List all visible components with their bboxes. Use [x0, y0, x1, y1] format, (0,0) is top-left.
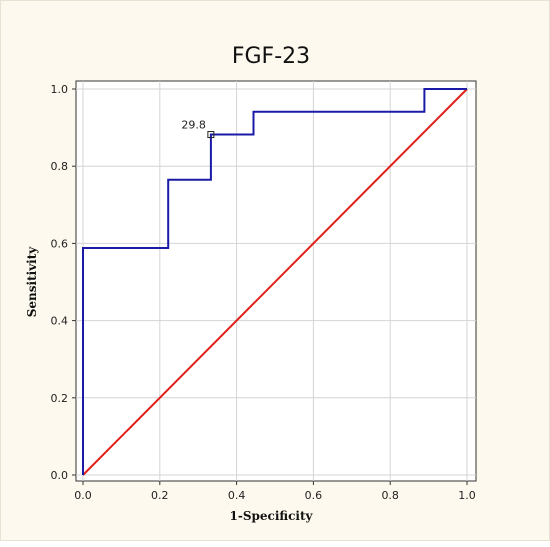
chart-title: FGF-23 — [232, 44, 310, 69]
series-group — [82, 88, 468, 476]
x-tick-label: 0.6 — [305, 489, 323, 502]
y-axis-ticks: 0.0 0.2 0.4 0.6 0.8 1.0 — [51, 83, 76, 482]
y-tick-label: 0.4 — [51, 315, 69, 328]
y-tick-label: 0.0 — [51, 469, 69, 482]
y-tick-label: 0.8 — [51, 160, 69, 173]
y-tick-label: 0.6 — [51, 237, 69, 250]
x-tick-label: 0.2 — [151, 489, 169, 502]
y-axis-label: Sensitivity — [25, 246, 39, 318]
cutoff-marker — [207, 131, 215, 139]
x-axis-label: 1-Specificity — [230, 509, 314, 523]
x-tick-label: 0.4 — [228, 489, 246, 502]
cutoff-label: 29.8 — [181, 119, 206, 132]
roc-curve-line — [82, 88, 467, 475]
annotations: 29.8 — [181, 119, 215, 139]
x-tick-label: 1.0 — [458, 489, 476, 502]
y-tick-label: 0.2 — [51, 392, 69, 405]
reference-diagonal-line — [82, 88, 468, 476]
x-axis-ticks: 0.0 0.2 0.4 0.6 0.8 1.0 — [74, 481, 476, 502]
x-tick-label: 0.0 — [74, 489, 92, 502]
x-tick-label: 0.8 — [381, 489, 399, 502]
y-tick-label: 1.0 — [51, 83, 69, 96]
